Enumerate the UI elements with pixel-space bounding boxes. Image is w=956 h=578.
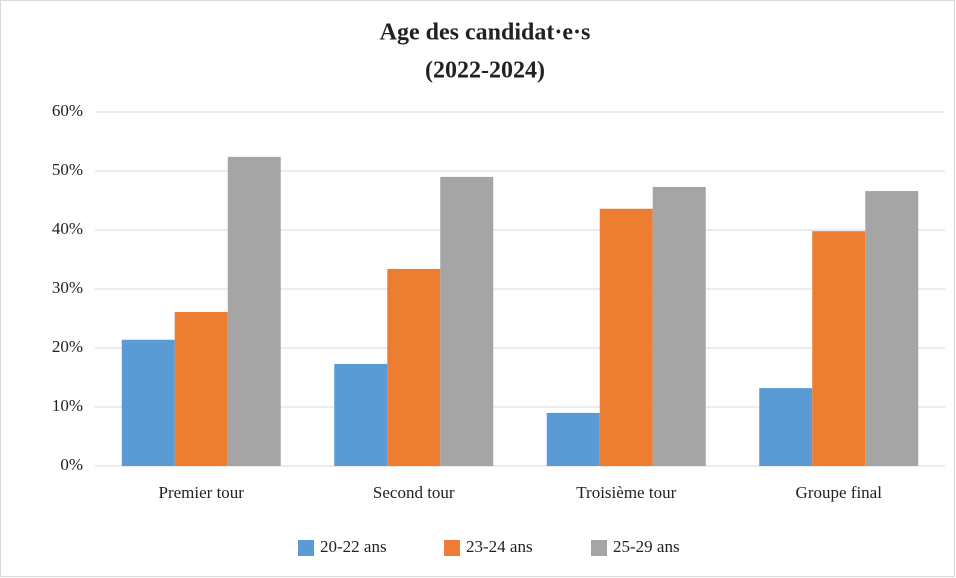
bar	[334, 363, 388, 466]
chart-subtitle: (2022-2024)	[425, 58, 545, 84]
legend-label: 23-24 ans	[466, 537, 533, 556]
y-tick-label: 10%	[52, 396, 83, 415]
bar	[812, 231, 866, 466]
bar	[387, 268, 441, 466]
legend-swatch	[444, 540, 460, 556]
bar	[121, 339, 175, 466]
bar	[652, 186, 706, 466]
legend-label: 20-22 ans	[320, 537, 387, 556]
bar	[865, 191, 919, 466]
legend-label: 25-29 ans	[613, 537, 680, 556]
bar	[174, 312, 228, 466]
bar	[440, 176, 494, 466]
y-tick-label: 50%	[52, 160, 83, 179]
x-tick-label: Second tour	[373, 483, 455, 502]
bar	[599, 208, 653, 466]
x-tick-label: Premier tour	[159, 483, 245, 502]
bar	[546, 412, 600, 466]
bar	[759, 388, 813, 466]
y-tick-label: 30%	[52, 278, 83, 297]
y-tick-label: 40%	[52, 219, 83, 238]
y-tick-label: 60%	[52, 101, 83, 120]
chart-title: Age des candidat·e·s	[380, 20, 591, 46]
y-tick-label: 20%	[52, 337, 83, 356]
y-tick-label: 0%	[60, 455, 83, 474]
x-tick-label: Troisième tour	[576, 483, 676, 502]
legend-swatch	[298, 540, 314, 556]
x-tick-label: Groupe final	[796, 483, 883, 502]
bar	[227, 156, 281, 466]
legend-swatch	[591, 540, 607, 556]
